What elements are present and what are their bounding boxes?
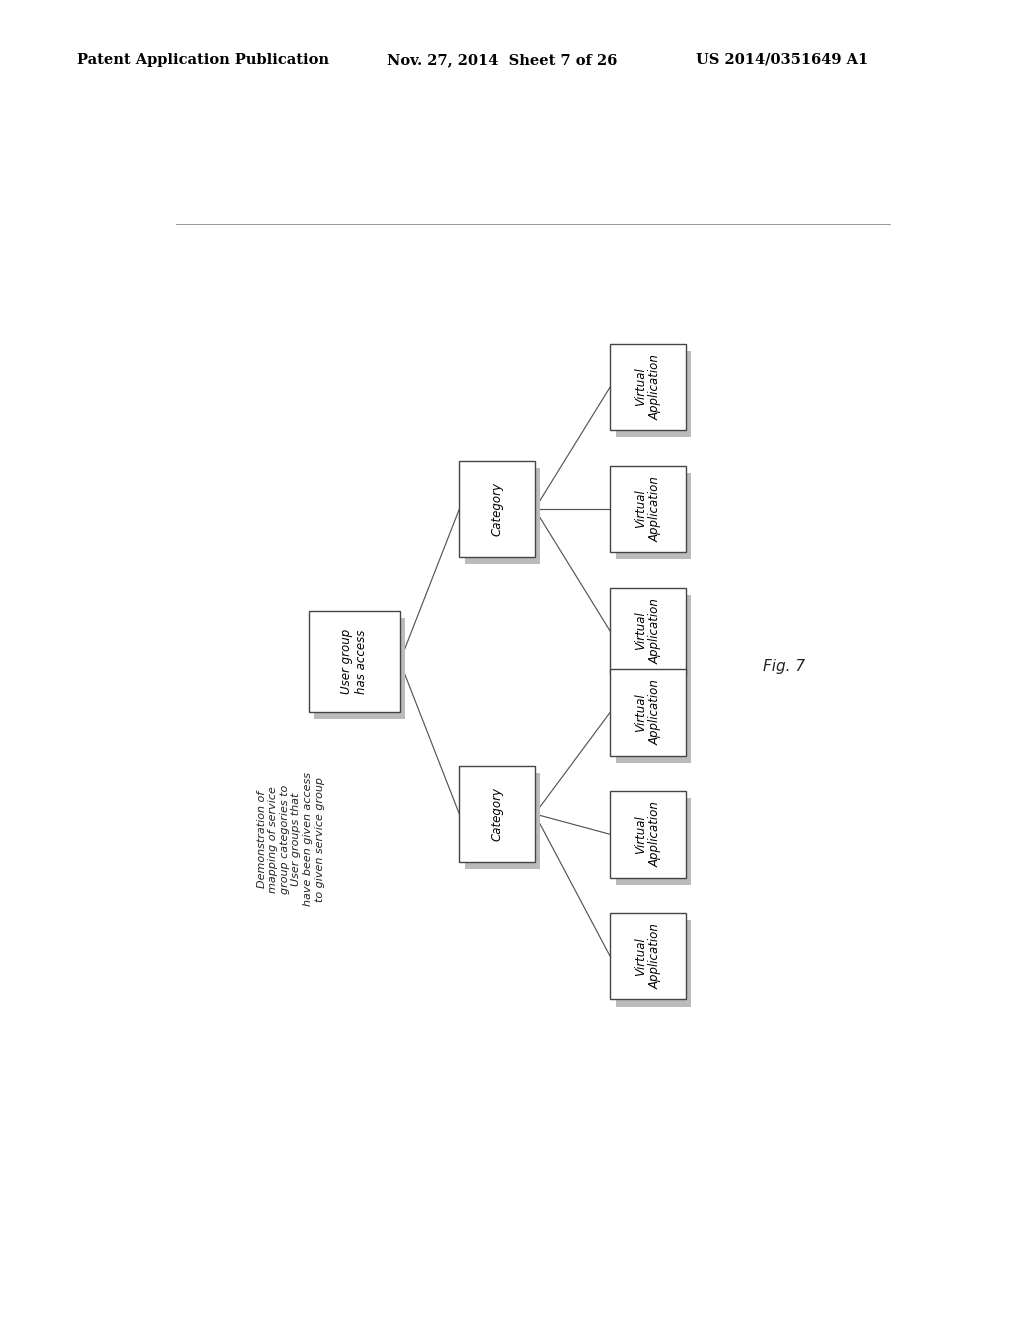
FancyBboxPatch shape [460,766,535,862]
FancyBboxPatch shape [610,587,685,675]
Text: Virtual
Application: Virtual Application [634,354,662,420]
FancyBboxPatch shape [615,595,691,681]
FancyBboxPatch shape [465,772,541,870]
FancyBboxPatch shape [615,676,691,763]
FancyBboxPatch shape [610,345,685,430]
Text: Nov. 27, 2014  Sheet 7 of 26: Nov. 27, 2014 Sheet 7 of 26 [387,53,617,67]
FancyBboxPatch shape [465,467,541,565]
Text: Virtual
Application: Virtual Application [634,680,662,746]
Text: Patent Application Publication: Patent Application Publication [77,53,329,67]
Text: Virtual
Application: Virtual Application [634,598,662,664]
Text: Virtual
Application: Virtual Application [634,477,662,543]
FancyBboxPatch shape [615,351,691,437]
Text: Virtual
Application: Virtual Application [634,923,662,989]
FancyBboxPatch shape [610,466,685,552]
FancyBboxPatch shape [615,473,691,560]
Text: Category: Category [490,787,504,841]
Text: Fig. 7: Fig. 7 [763,659,805,675]
FancyBboxPatch shape [610,791,685,878]
FancyBboxPatch shape [460,461,535,557]
Text: Virtual
Application: Virtual Application [634,801,662,867]
Text: User group
has access: User group has access [340,628,369,694]
FancyBboxPatch shape [610,669,685,755]
Text: Demonstration of
mapping of service
group categories to
User groups that
have be: Demonstration of mapping of service grou… [257,772,325,907]
FancyBboxPatch shape [610,913,685,999]
Text: US 2014/0351649 A1: US 2014/0351649 A1 [696,53,868,67]
Text: Category: Category [490,482,504,536]
FancyBboxPatch shape [314,618,406,719]
FancyBboxPatch shape [615,920,691,1007]
FancyBboxPatch shape [308,611,399,713]
FancyBboxPatch shape [615,799,691,884]
